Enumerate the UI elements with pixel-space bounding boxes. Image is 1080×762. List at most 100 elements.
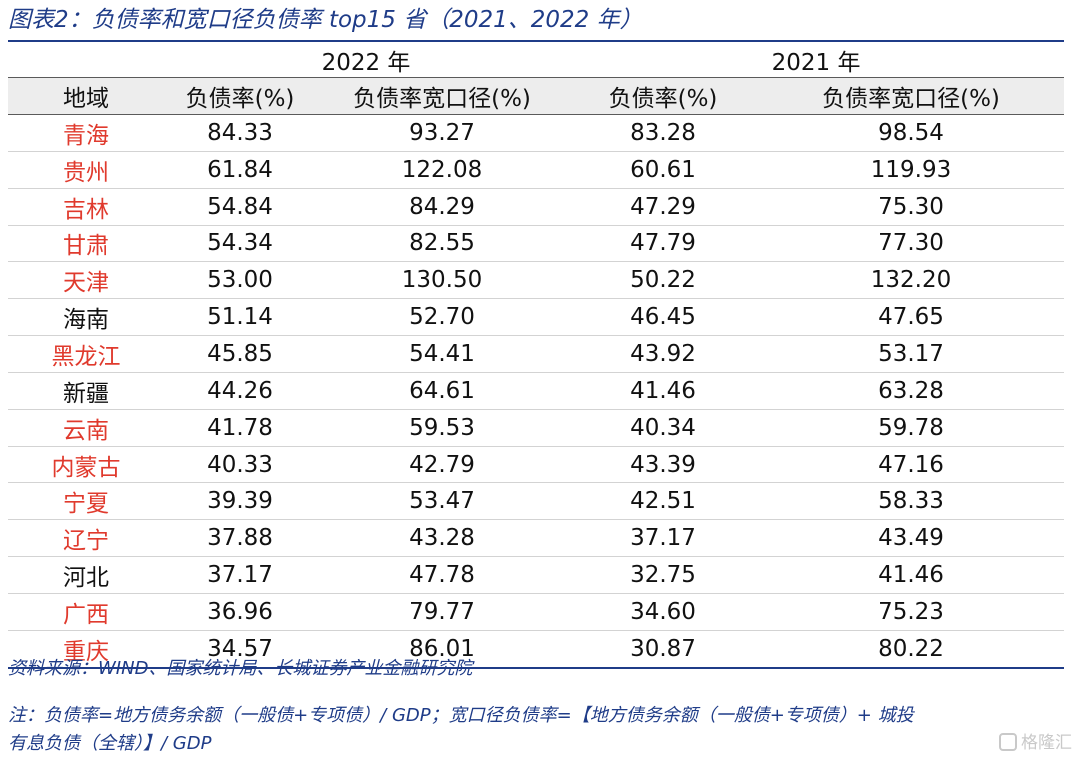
debt-ratio-2022-cell: 54.84 [164,187,316,226]
debt-ratio-2022-cell: 53.00 [164,261,316,299]
table-row: 海南 51.14 52.70 46.45 47.65 [8,298,1065,336]
debt-ratio-table: 2022 年 2021 年 地域 负债率(%) 负债率宽口径(%) 负债率(%)… [8,43,1065,669]
year-header-2022: 2022 年 [164,43,569,78]
debt-ratio-2021-cell: 46.45 [568,298,759,336]
debt-ratio-2022-cell: 37.17 [164,556,316,594]
source-note: 资料来源：WIND、国家统计局、长城证券产业金融研究院 [8,658,473,679]
broad-debt-ratio-2021-cell: 47.16 [758,445,1065,483]
year-header-blank [8,43,164,78]
table-row: 云南 41.78 59.53 40.34 59.78 [8,408,1065,447]
column-header-debt-ratio-2021: 负债率(%) [568,77,759,115]
table-body: 青海 84.33 93.27 83.28 98.54 贵州 61.84 122.08 60.61… [8,114,1065,669]
debt-ratio-2021-cell: 30.87 [568,629,759,669]
year-header-2021: 2021 年 [568,43,1065,78]
table-row: 辽宁 37.88 43.28 37.17 43.49 [8,519,1065,557]
column-header-region: 地域 [8,77,164,115]
table-row: 吉林 54.84 84.29 47.29 75.30 [8,187,1065,226]
broad-debt-ratio-2022-cell: 53.47 [316,482,569,520]
column-header-debt-ratio-2022: 负债率(%) [164,77,316,115]
debt-ratio-2021-cell: 32.75 [568,556,759,594]
debt-ratio-2022-cell: 61.84 [164,150,316,189]
table-row: 青海 84.33 93.27 83.28 98.54 [8,114,1065,152]
footnote: 注：负债率=地方债务余额（一般债+专项债）/ GDP；宽口径负债率=【地方债务余… [8,702,1068,758]
table-row: 黑龙江 45.85 54.41 43.92 53.17 [8,335,1065,373]
debt-ratio-2022-cell: 45.85 [164,335,316,373]
debt-ratio-2021-cell: 83.28 [568,114,759,152]
debt-ratio-2022-cell: 41.78 [164,408,316,447]
region-cell: 贵州 [8,150,164,189]
debt-ratio-2021-cell: 43.39 [568,445,759,483]
table-row: 甘肃 54.34 82.55 47.79 77.30 [8,224,1065,262]
region-cell: 吉林 [8,187,164,226]
broad-debt-ratio-2021-cell: 43.49 [758,519,1065,557]
broad-debt-ratio-2022-cell: 47.78 [316,556,569,594]
broad-debt-ratio-2022-cell: 79.77 [316,592,569,631]
region-cell: 内蒙古 [8,445,164,483]
broad-debt-ratio-2022-cell: 59.53 [316,408,569,447]
table-row: 内蒙古 40.33 42.79 43.39 47.16 [8,445,1065,483]
table-row: 广西 36.96 79.77 34.60 75.23 [8,592,1065,631]
title-rule [8,40,1064,42]
table-row: 重庆 34.57 86.01 30.87 80.22 [8,629,1065,669]
region-cell: 河北 [8,556,164,594]
broad-debt-ratio-2022-cell: 42.79 [316,445,569,483]
table-row: 新疆 44.26 64.61 41.46 63.28 [8,371,1065,410]
debt-ratio-2022-cell: 34.57 [164,629,316,669]
debt-ratio-2022-cell: 44.26 [164,371,316,410]
broad-debt-ratio-2021-cell: 47.65 [758,298,1065,336]
column-header-row: 地域 负债率(%) 负债率宽口径(%) 负债率(%) 负债率宽口径(%) [8,77,1065,115]
broad-debt-ratio-2022-cell: 84.29 [316,187,569,226]
broad-debt-ratio-2021-cell: 119.93 [758,150,1065,189]
watermark: 格隆汇 [999,730,1072,756]
broad-debt-ratio-2022-cell: 130.50 [316,261,569,299]
broad-debt-ratio-2021-cell: 132.20 [758,261,1065,299]
debt-ratio-2022-cell: 40.33 [164,445,316,483]
region-cell: 青海 [8,114,164,152]
debt-ratio-2021-cell: 41.46 [568,371,759,410]
broad-debt-ratio-2021-cell: 80.22 [758,629,1065,669]
broad-debt-ratio-2022-cell: 93.27 [316,114,569,152]
region-cell: 云南 [8,408,164,447]
footnote-line: 有息负债（全辖）】/ GDP [8,733,212,754]
table-row: 河北 37.17 47.78 32.75 41.46 [8,556,1065,594]
region-cell: 天津 [8,261,164,299]
region-cell: 重庆 [8,629,164,669]
watermark-logo-icon [999,733,1017,751]
broad-debt-ratio-2021-cell: 59.78 [758,408,1065,447]
broad-debt-ratio-2022-cell: 52.70 [316,298,569,336]
debt-ratio-2021-cell: 37.17 [568,519,759,557]
table-row: 天津 53.00 130.50 50.22 132.20 [8,261,1065,299]
debt-ratio-2022-cell: 37.88 [164,519,316,557]
debt-ratio-2021-cell: 47.79 [568,224,759,262]
figure-title: 图表2：负债率和宽口径负债率 top15 省（2021、2022 年） [8,7,643,33]
broad-debt-ratio-2022-cell: 122.08 [316,150,569,189]
broad-debt-ratio-2021-cell: 98.54 [758,114,1065,152]
region-cell: 广西 [8,592,164,631]
region-cell: 海南 [8,298,164,336]
debt-ratio-2022-cell: 51.14 [164,298,316,336]
debt-ratio-2021-cell: 40.34 [568,408,759,447]
broad-debt-ratio-2022-cell: 82.55 [316,224,569,262]
broad-debt-ratio-2021-cell: 53.17 [758,335,1065,373]
column-header-broad-debt-ratio-2021: 负债率宽口径(%) [758,77,1065,115]
debt-ratio-2021-cell: 47.29 [568,187,759,226]
debt-ratio-2022-cell: 39.39 [164,482,316,520]
watermark-text: 格隆汇 [1021,733,1072,753]
broad-debt-ratio-2021-cell: 77.30 [758,224,1065,262]
broad-debt-ratio-2022-cell: 86.01 [316,629,569,669]
region-cell: 甘肃 [8,224,164,262]
debt-ratio-2021-cell: 60.61 [568,150,759,189]
column-header-broad-debt-ratio-2022: 负债率宽口径(%) [316,77,569,115]
debt-ratio-2022-cell: 84.33 [164,114,316,152]
region-cell: 宁夏 [8,482,164,520]
table-row: 宁夏 39.39 53.47 42.51 58.33 [8,482,1065,520]
broad-debt-ratio-2022-cell: 43.28 [316,519,569,557]
region-cell: 新疆 [8,371,164,410]
debt-ratio-2021-cell: 43.92 [568,335,759,373]
broad-debt-ratio-2021-cell: 75.30 [758,187,1065,226]
debt-ratio-2022-cell: 54.34 [164,224,316,262]
debt-ratio-2021-cell: 34.60 [568,592,759,631]
broad-debt-ratio-2021-cell: 75.23 [758,592,1065,631]
broad-debt-ratio-2021-cell: 63.28 [758,371,1065,410]
broad-debt-ratio-2022-cell: 54.41 [316,335,569,373]
